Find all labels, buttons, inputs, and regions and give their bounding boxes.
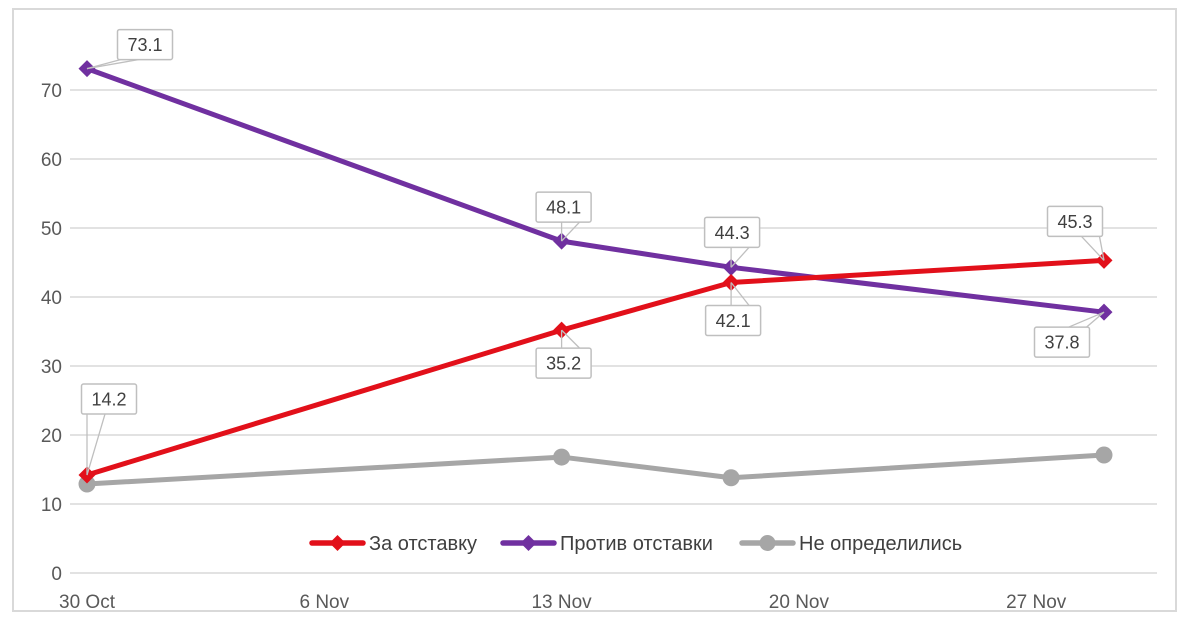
x-tick-label-27-nov: 27 Nov xyxy=(1006,592,1067,613)
legend-item-for-resignation: За отставку xyxy=(309,533,477,555)
marker-undecided-30-oct xyxy=(78,475,96,493)
y-tick-label-30: 30 xyxy=(41,357,62,378)
y-tick-label-70: 70 xyxy=(41,81,62,102)
callout-leader-line xyxy=(1098,236,1105,261)
legend-marker-undecided xyxy=(759,535,776,551)
data-label-value: 45.3 xyxy=(1057,212,1092,232)
data-label-callout-against-resignation-3: 37.8 xyxy=(1033,311,1105,358)
data-label-box xyxy=(1033,326,1091,358)
callout-leader-line xyxy=(561,221,581,242)
data-label-value: 14.2 xyxy=(91,390,126,410)
x-tick-label-6-nov: 6 Nov xyxy=(299,592,349,613)
legend-label-against-resignation: Против отставки xyxy=(560,533,713,555)
callout-leader-line xyxy=(1068,311,1105,328)
callout-leader-line xyxy=(1086,311,1105,328)
y-tick-label-10: 10 xyxy=(41,495,62,516)
data-label-callout-for-resignation-2: 42.1 xyxy=(704,282,762,337)
marker-undecided-18-nov xyxy=(722,469,740,487)
data-label-value: 73.1 xyxy=(127,35,162,55)
y-tick-label-0: 0 xyxy=(51,564,62,585)
callout-leader-line xyxy=(730,246,750,268)
chart-frame xyxy=(12,8,1177,612)
x-tick-label-20-nov: 20 Nov xyxy=(769,592,830,613)
x-axis-tick-labels: 30 Oct 6 Nov 13 Nov 20 Nov 27 Nov xyxy=(59,592,1067,613)
x-tick-label-13-nov: 13 Nov xyxy=(531,592,592,613)
marker-undecided-29-nov xyxy=(1095,446,1113,464)
legend-label-for-resignation: За отставку xyxy=(369,533,477,555)
data-label-callout-for-resignation-1: 35.2 xyxy=(535,329,592,379)
data-label-box xyxy=(535,347,592,379)
series-group-for-resignation xyxy=(78,251,1113,484)
marker-undecided-13-nov xyxy=(553,448,571,466)
data-label-box xyxy=(116,28,174,61)
series-line-against-resignation xyxy=(84,66,1107,315)
data-label-value: 44.3 xyxy=(715,223,750,243)
gridlines xyxy=(70,89,1157,574)
series-group-against-resignation xyxy=(78,60,1113,321)
data-label-value: 37.8 xyxy=(1044,333,1079,353)
legend-item-undecided: Не определились xyxy=(739,533,962,555)
data-label-callout-for-resignation-0: 14.2 xyxy=(80,383,138,476)
data-label-value: 48.1 xyxy=(546,198,581,218)
data-label-callout-against-resignation-2: 44.3 xyxy=(703,216,761,268)
series-line-for-resignation xyxy=(84,257,1107,478)
series-line-undecided xyxy=(84,452,1107,487)
legend-marker-for-resignation xyxy=(329,535,346,551)
data-label-box xyxy=(703,216,761,249)
data-label-box xyxy=(704,304,762,337)
y-axis-tick-labels: 0 10 20 30 40 50 60 70 xyxy=(41,81,62,585)
data-label-callout-against-resignation-0: 73.1 xyxy=(86,28,174,70)
legend-marker-against-resignation xyxy=(520,535,537,551)
callout-leader-line xyxy=(1081,235,1105,261)
data-label-box xyxy=(1046,205,1104,238)
y-tick-label-50: 50 xyxy=(41,219,62,240)
callout-leader-line xyxy=(86,58,139,70)
data-label-box xyxy=(80,383,138,415)
callout-leader-line xyxy=(561,329,581,349)
series-group-undecided xyxy=(78,446,1113,493)
callout-leader-line xyxy=(730,282,750,306)
legend-label-undecided: Не определились xyxy=(799,533,962,555)
data-label-callout-against-resignation-1: 48.1 xyxy=(535,191,592,242)
x-tick-label-30-oct: 30 Oct xyxy=(59,592,116,613)
data-label-callout-for-resignation-3: 45.3 xyxy=(1046,205,1105,261)
y-tick-label-60: 60 xyxy=(41,150,62,171)
chart-legend: За отставку Против отставки Не определилис… xyxy=(309,533,962,555)
data-label-value: 42.1 xyxy=(716,311,751,331)
data-label-value: 35.2 xyxy=(546,354,581,374)
y-tick-label-20: 20 xyxy=(41,426,62,447)
y-tick-label-40: 40 xyxy=(41,288,62,309)
legend-item-against-resignation: Против отставки xyxy=(500,533,713,555)
callout-leader-line xyxy=(86,413,106,476)
data-label-box xyxy=(535,191,592,223)
